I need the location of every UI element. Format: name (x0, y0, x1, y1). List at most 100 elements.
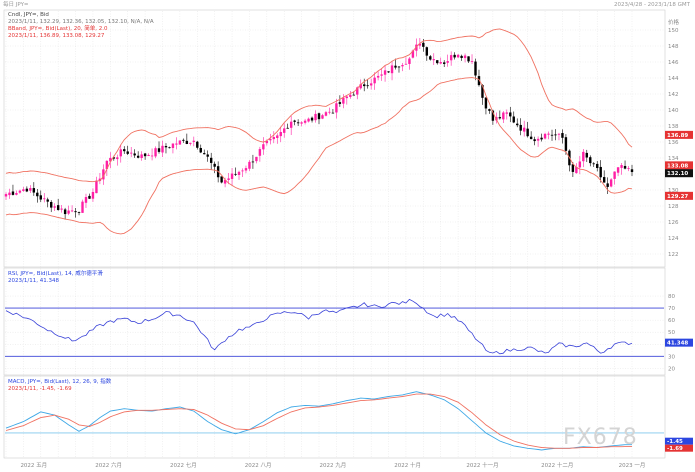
grid-layer (5, 11, 664, 457)
candle-body (446, 61, 449, 63)
candle-body (387, 71, 390, 73)
candle-body (283, 128, 286, 133)
candle-body (609, 179, 613, 187)
macd-panel (3, 375, 666, 459)
x-tick-label: 2023 一月 (619, 462, 646, 469)
candle-body (623, 165, 627, 169)
candle-body (401, 65, 404, 67)
candle-body (415, 44, 418, 51)
candle-body (585, 152, 588, 158)
rsi-value-flag (665, 338, 693, 347)
candle-body (168, 147, 171, 149)
candle-body (29, 188, 32, 191)
candle-body (467, 56, 470, 62)
candle-body (411, 50, 415, 58)
candle-body (112, 157, 116, 159)
candle-body (248, 161, 251, 169)
candle-body (296, 122, 300, 124)
price-panel (3, 9, 666, 268)
candle-body (116, 157, 119, 160)
bband-lower-value: 129.27 (667, 194, 688, 200)
y-tick-label: 136 (668, 140, 679, 146)
candle-body (512, 116, 515, 123)
candle-body (620, 165, 623, 168)
x-tick-label: 2022 七月 (170, 461, 197, 469)
rsi-tick-label: 20 (668, 366, 675, 372)
bband-upper-value-flag (665, 130, 693, 139)
candle-body (286, 127, 289, 129)
bband-lower-line (5, 77, 633, 235)
candle-body (102, 169, 105, 180)
candle-body (564, 137, 568, 151)
candle-body (589, 157, 592, 164)
candle-body (300, 122, 303, 124)
candle-body (561, 133, 564, 138)
candle-body (484, 97, 488, 109)
candle-body (509, 112, 512, 117)
rsi-tick-label: 50 (668, 330, 675, 336)
candle-body (383, 70, 387, 75)
candle-body (599, 166, 602, 178)
candle-body (547, 133, 550, 135)
candle-body (460, 55, 463, 58)
candle-body (338, 102, 342, 104)
candle-body (84, 197, 88, 203)
y-tick-label: 122 (668, 252, 679, 258)
legend-bband-values: 2023/1/11, 136.89, 133.08, 129.27 (8, 33, 105, 39)
x-tick-label: 2022 五月 (20, 462, 47, 469)
bband-mid-value: 133.08 (667, 163, 688, 169)
candle-body (8, 192, 11, 196)
candle-body (192, 140, 195, 142)
candle-body (536, 138, 540, 141)
candle-body (36, 192, 39, 197)
candle-body (130, 152, 133, 154)
y-tick-label: 142 (668, 92, 679, 98)
candle-body (199, 147, 202, 153)
bband-mid-value-flag (665, 161, 693, 170)
bband-lower-value-flag (665, 191, 693, 200)
candle-body (171, 143, 175, 148)
bband-upper-line (5, 28, 633, 183)
candle-body (550, 134, 554, 136)
candle-body (220, 176, 223, 183)
candle-body (196, 141, 199, 148)
candle-body (463, 55, 467, 59)
y-tick-label: 148 (668, 44, 679, 50)
candle-body (310, 117, 314, 121)
candle-body (596, 163, 599, 169)
candle-body (321, 115, 324, 119)
candle-body (88, 195, 91, 199)
candle-body (328, 111, 331, 113)
candle-body (491, 110, 495, 121)
candle-body (317, 113, 321, 120)
candle-body (404, 63, 408, 65)
rsi-panel (3, 267, 666, 376)
macd-value-flag (665, 437, 693, 445)
candle-body (342, 97, 345, 104)
candle-body (616, 167, 620, 173)
candle-body (543, 133, 547, 139)
candle-body (46, 199, 49, 202)
candle-body (4, 194, 8, 197)
x-tick-label: 2022 十二月 (541, 461, 573, 469)
candle-body (429, 56, 432, 60)
candle-body (630, 169, 634, 173)
candle-body (369, 83, 373, 86)
candle-body (53, 206, 56, 208)
candle-body (11, 191, 15, 195)
candle-body (25, 188, 29, 192)
y-tick-label: 128 (668, 204, 679, 210)
y-tick-label: 130 (668, 188, 679, 194)
candle-body (307, 118, 310, 122)
candle-body (373, 77, 376, 84)
candle-body (209, 157, 213, 163)
candle-body (516, 123, 519, 126)
macd-signal-line (5, 393, 632, 449)
candle-body (359, 84, 362, 89)
candle-body (237, 171, 241, 175)
candle-body (470, 61, 474, 62)
candle-body (519, 124, 522, 131)
candle-body (15, 193, 18, 195)
axis-layer: 2022 五月 2022 六月 2022 七月 2022 八月 2022 九月 2022 … (20, 18, 693, 469)
